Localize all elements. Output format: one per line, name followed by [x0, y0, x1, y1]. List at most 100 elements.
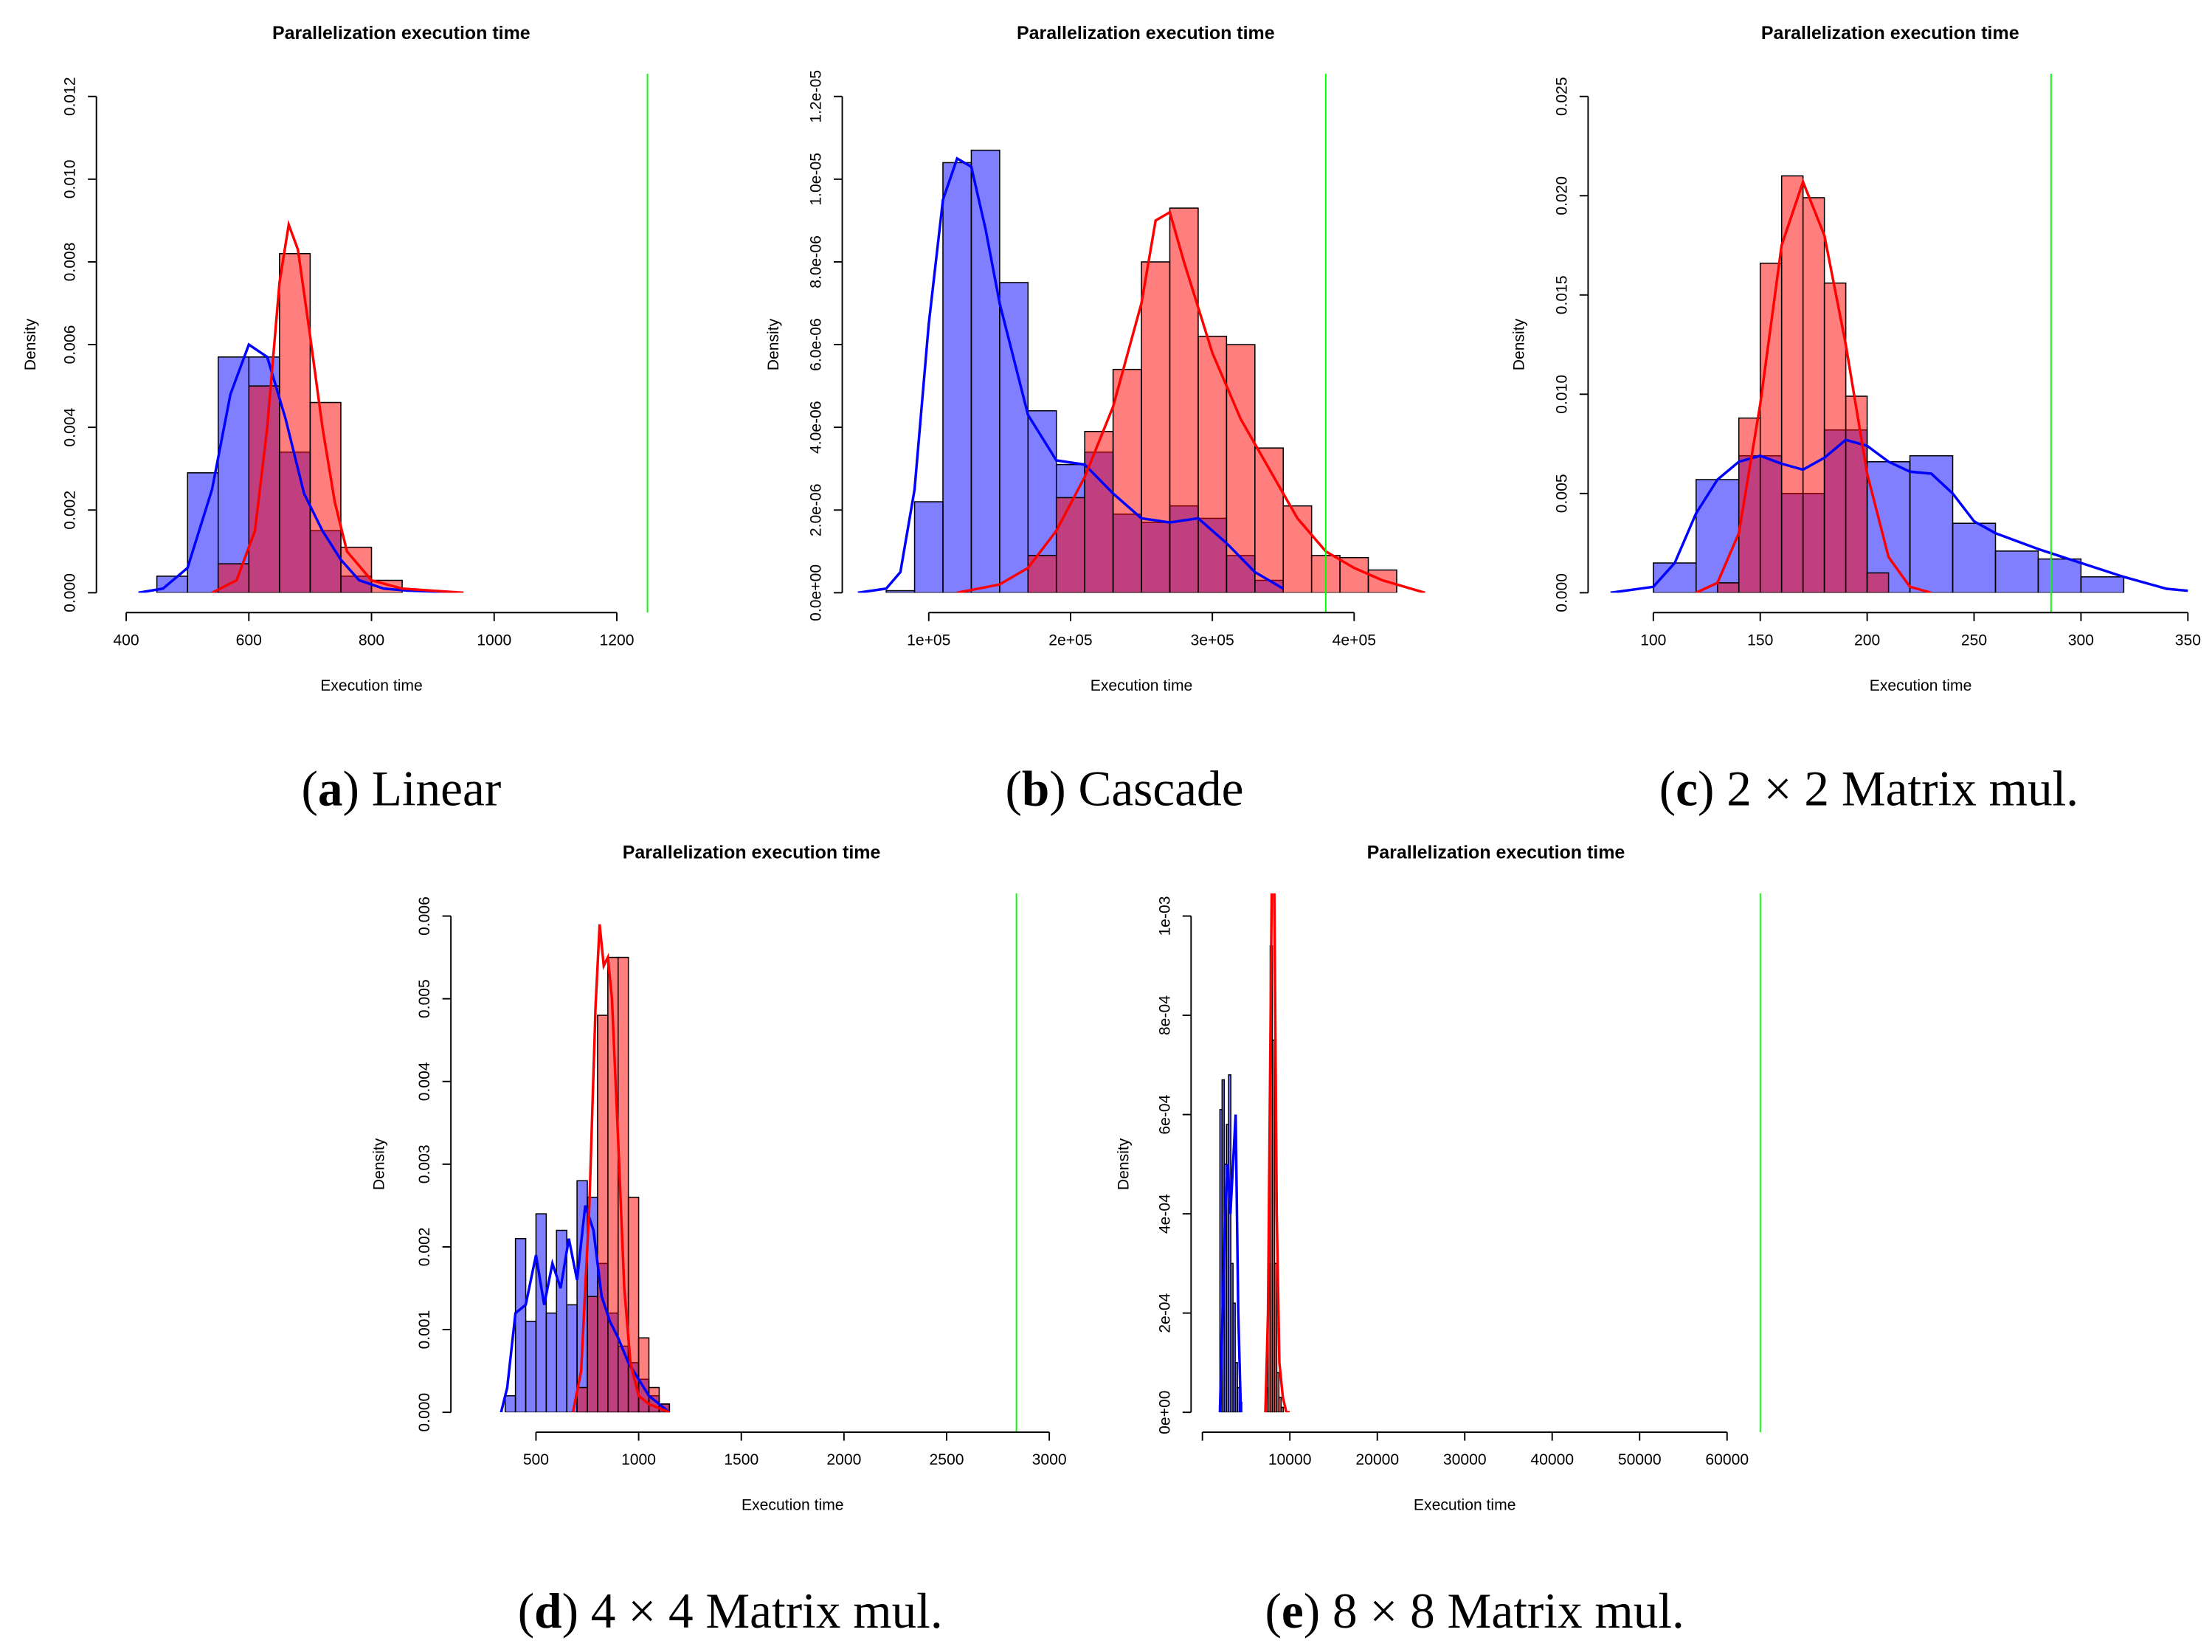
hist-bar: [1169, 207, 1199, 593]
y-axis-label: Density: [1511, 318, 1528, 370]
y-tick-label: 0.006: [416, 896, 433, 936]
x-tick-label: 30000: [1443, 1451, 1487, 1468]
plot-area: [1610, 175, 2188, 593]
y-tick-label: 0.000: [1553, 573, 1570, 612]
y-tick-label: 2e-04: [1156, 1293, 1173, 1333]
x-tick-label: 4e+05: [1333, 632, 1376, 649]
hist-bar: [217, 356, 250, 593]
plot-area: [857, 149, 1425, 593]
x-axis-label: Execution time: [1414, 1497, 1516, 1514]
x-axis-label: Execution time: [320, 677, 423, 694]
panel: Parallelization execution time Execution …: [1511, 23, 2201, 817]
hist-bar: [1273, 1262, 1278, 1413]
density-curve: [857, 156, 1285, 593]
caption: (e) 8 × 8 Matrix mul.: [1265, 1583, 1684, 1639]
hist-bar: [913, 501, 944, 593]
y-tick-label: 0.025: [1553, 77, 1570, 116]
y-tick-label: 0.010: [62, 159, 79, 198]
y-tick-label: 0.000: [416, 1393, 433, 1432]
hist-bar: [1254, 447, 1284, 593]
x-tick-label: 400: [113, 632, 139, 649]
x-tick-label: 2000: [826, 1451, 861, 1468]
hist-bar: [156, 576, 188, 593]
hist-bar: [597, 1015, 609, 1413]
hist-bar: [885, 590, 916, 593]
y-tick-label: 0.015: [1553, 275, 1570, 314]
caption-part: ) 2 × 2 Matrix mul.: [1698, 761, 2078, 817]
y-axis-label: Density: [22, 318, 39, 370]
x-tick-label: 60000: [1705, 1451, 1749, 1468]
hist-bar: [1112, 368, 1142, 593]
y-tick-label: 0.005: [416, 979, 433, 1018]
panel: Parallelization execution time Execution …: [371, 843, 1067, 1639]
hist-bar: [1716, 582, 1740, 593]
y-tick-label: 0.002: [416, 1228, 433, 1267]
hist-bar: [1276, 1372, 1280, 1413]
hist-bar: [1759, 262, 1783, 593]
caption-part: d: [534, 1583, 561, 1639]
x-axis-label: Execution time: [742, 1497, 844, 1514]
hist-bar: [1952, 522, 1997, 593]
y-tick-label: 0.004: [416, 1062, 433, 1101]
x-tick-label: 3e+05: [1190, 632, 1234, 649]
hist-bar: [1866, 572, 1890, 593]
x-tick-label: 50000: [1618, 1451, 1662, 1468]
y-tick-label: 0.006: [62, 325, 79, 364]
x-tick-label: 1000: [477, 632, 511, 649]
y-tick-label: 4.0e-06: [808, 401, 825, 454]
hist-bar: [535, 1213, 547, 1413]
hist-bar: [1278, 1397, 1282, 1413]
chart-title: Parallelization execution time: [272, 23, 530, 44]
density-curve: [1696, 178, 1932, 593]
hist-bar: [587, 1296, 598, 1413]
hist-bar: [1802, 197, 1825, 593]
hist-bar: [1084, 430, 1114, 593]
density-curve: [1610, 438, 2188, 593]
hist-bar: [1232, 1302, 1236, 1413]
plot-area: [500, 924, 671, 1413]
hist-bar: [545, 1312, 558, 1413]
hist-bar: [1738, 417, 1761, 593]
x-tick-label: 2e+05: [1048, 632, 1092, 649]
density-curve: [956, 210, 1425, 593]
panel: Parallelization execution time Execution …: [765, 23, 1425, 817]
hist-bar: [187, 472, 219, 593]
chart-title: Parallelization execution time: [1017, 23, 1275, 44]
plot-area: [138, 219, 464, 593]
x-tick-label: 3000: [1032, 1451, 1067, 1468]
y-tick-label: 2.0e-06: [808, 483, 825, 536]
caption-part: ) 4 × 4 Matrix mul.: [562, 1583, 943, 1639]
y-tick-label: 0.002: [62, 491, 79, 530]
hist-bar: [942, 162, 972, 593]
x-axis-label: Execution time: [1091, 677, 1193, 694]
panel: Parallelization execution time Execution …: [22, 23, 649, 817]
x-tick-label: 2500: [929, 1451, 964, 1468]
x-tick-label: 1e+05: [907, 632, 950, 649]
y-tick-label: 0.020: [1553, 176, 1570, 215]
hist-bar: [1823, 282, 1847, 593]
hist-bar: [309, 401, 342, 593]
x-axis-label: Execution time: [1870, 677, 1972, 694]
density-curve: [1264, 893, 1290, 1413]
y-tick-label: 6.0e-06: [808, 318, 825, 371]
hist-bar: [1280, 1406, 1285, 1413]
hist-bar: [1845, 395, 1868, 593]
y-tick-label: 1.0e-05: [808, 153, 825, 206]
y-tick-label: 0.001: [416, 1310, 433, 1349]
x-tick-label: 300: [2068, 632, 2094, 649]
hist-bar: [1197, 336, 1228, 593]
x-tick-label: 20000: [1355, 1451, 1399, 1468]
caption-part: ) 8 × 8 Matrix mul.: [1304, 1583, 1684, 1639]
caption-part: c: [1676, 761, 1698, 817]
y-axis-label: Density: [765, 318, 782, 370]
caption-part: a: [318, 761, 343, 817]
y-axis-label: Density: [1116, 1138, 1133, 1190]
x-tick-label: 200: [1854, 632, 1880, 649]
hist-bar: [1055, 497, 1085, 593]
y-tick-label: 0e+00: [1156, 1390, 1173, 1434]
hist-bar: [504, 1394, 516, 1413]
caption-part: (: [1659, 761, 1676, 817]
x-tick-label: 10000: [1268, 1451, 1312, 1468]
x-tick-label: 40000: [1530, 1451, 1574, 1468]
hist-bar: [514, 1237, 527, 1413]
